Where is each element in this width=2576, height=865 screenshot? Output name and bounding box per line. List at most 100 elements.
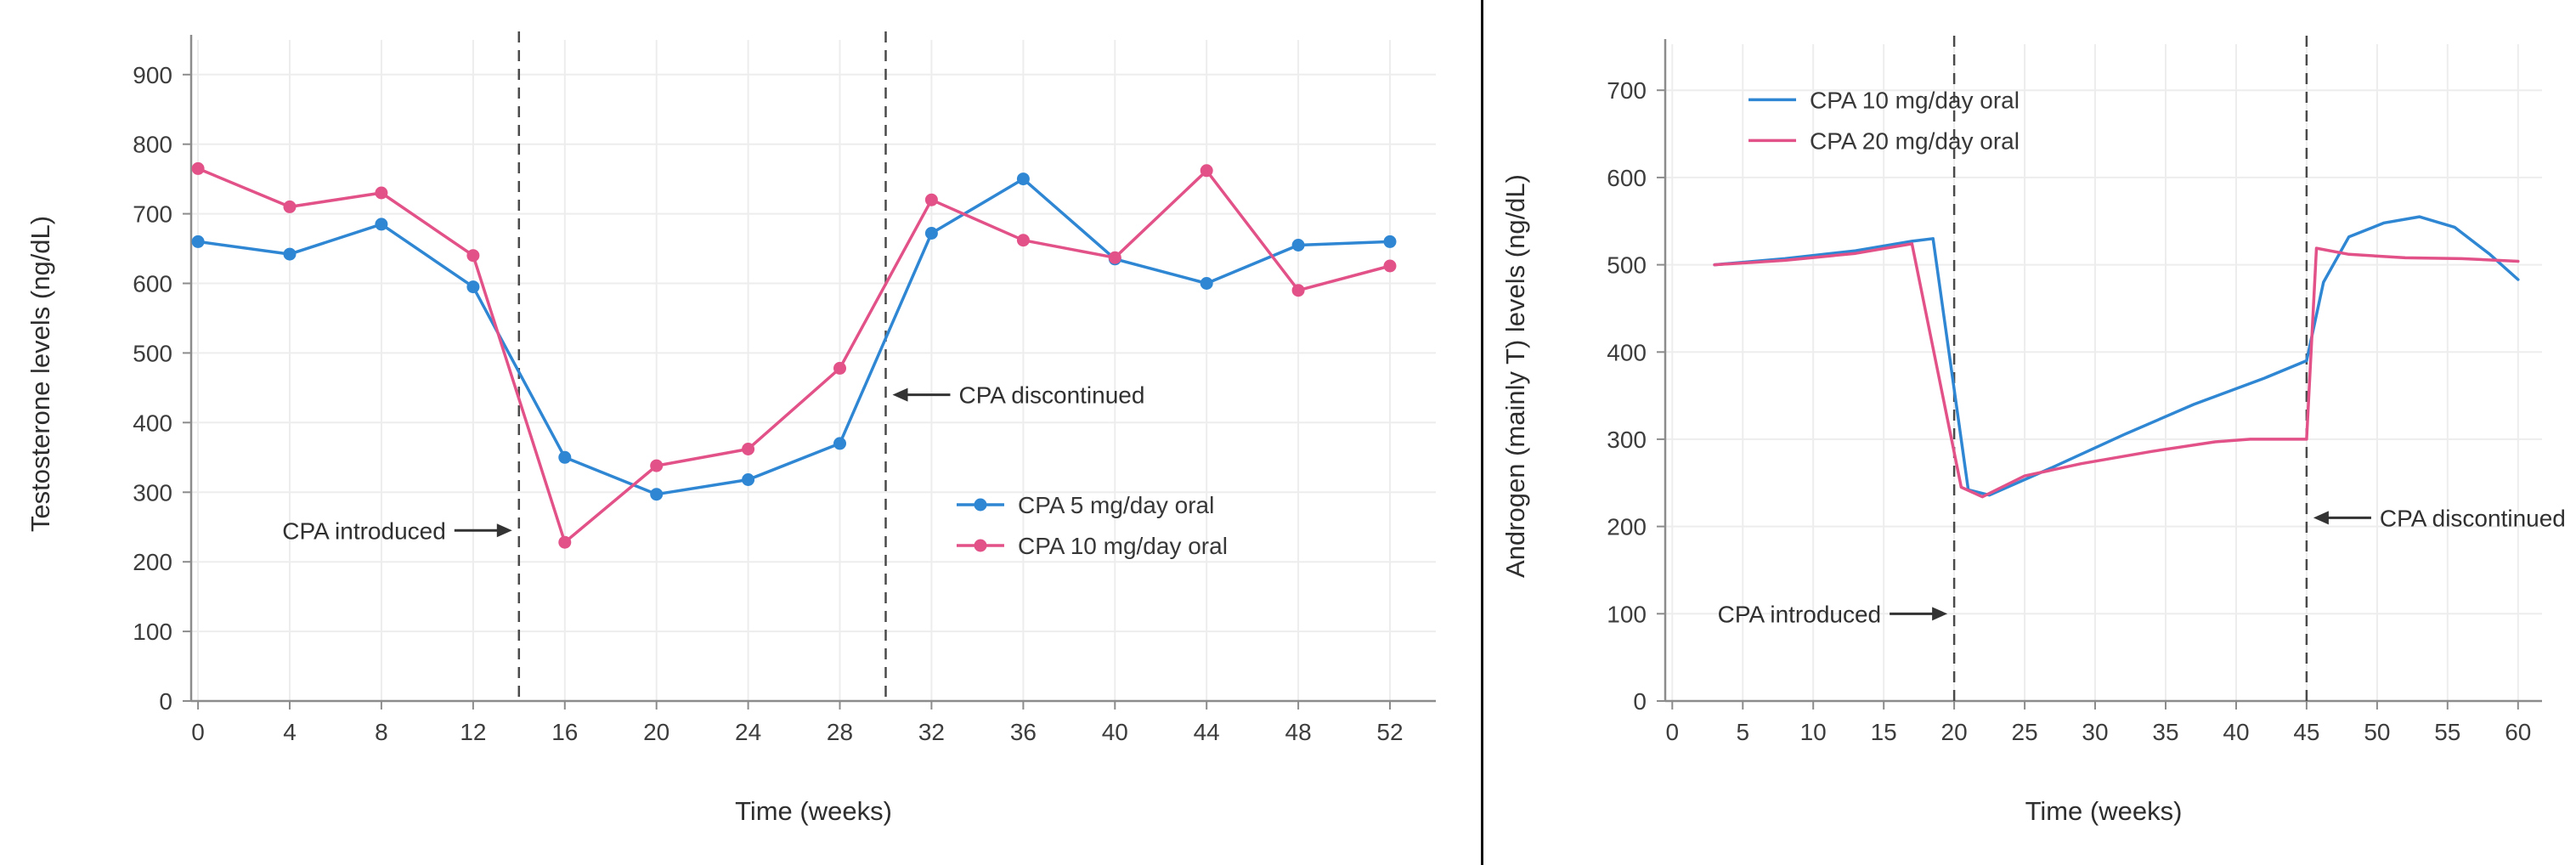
data-point — [924, 193, 938, 206]
legend-label: CPA 10 mg/day oral — [1018, 533, 1228, 559]
legend-label: CPA 10 mg/day oral — [1810, 87, 2020, 113]
x-axis-title: Time (weeks) — [735, 796, 892, 826]
tick-marks — [183, 73, 1391, 710]
x-tick-label: 15 — [1871, 719, 1897, 745]
y-axis-title: Testosterone levels (ng/dL) — [25, 216, 55, 532]
data-point — [1016, 234, 1030, 247]
series-cpa-5-mg-day-oral — [191, 172, 1397, 501]
data-point — [466, 249, 480, 263]
x-tick-label: 44 — [1194, 719, 1220, 745]
data-point — [1383, 259, 1397, 273]
y-tick-label: 900 — [133, 62, 172, 88]
x-tick-label: 28 — [827, 719, 853, 745]
legend-item-cpa-10-mg-day-oral: CPA 10 mg/day oral — [956, 533, 1228, 559]
data-point — [558, 535, 572, 549]
series-cpa-10-mg-day-oral — [1713, 215, 2520, 497]
x-tick-label: 48 — [1285, 719, 1312, 745]
x-tick-label: 8 — [375, 719, 388, 745]
x-tick-label: 30 — [2082, 719, 2108, 745]
x-tick-label: 52 — [1376, 719, 1403, 745]
testosterone-chart: 0 4 8 12 16 20 24 28 32 36 40 44 48 52010020030040050… — [25, 31, 1436, 826]
y-tick-label: 800 — [133, 132, 172, 158]
y-tick-label: 500 — [133, 340, 172, 366]
data-point — [283, 247, 297, 261]
gridlines — [191, 40, 1436, 702]
y-tick-label: 600 — [133, 271, 172, 297]
series-line — [196, 167, 1392, 544]
x-tick-label: 5 — [1737, 719, 1750, 745]
x-tick-label: 35 — [2152, 719, 2178, 745]
x-tick-label: 20 — [643, 719, 669, 745]
annotation-cpa-introduced: CPA introduced — [282, 517, 512, 544]
data-point — [283, 200, 297, 213]
data-point — [1291, 239, 1305, 252]
legend: CPA 10 mg/day oral CPA 20 mg/day oral — [1748, 87, 2020, 154]
x-tick-label: 60 — [2505, 719, 2531, 745]
data-point — [1200, 277, 1213, 290]
data-point — [650, 488, 664, 501]
y-tick-label: 600 — [1607, 165, 1647, 191]
data-point — [558, 450, 572, 464]
annotation-label: CPA discontinued — [958, 382, 1144, 409]
tick-labels: 0 4 8 12 16 20 24 28 32 36 40 44 48 52010020030040050… — [133, 62, 1403, 745]
data-point — [1108, 251, 1121, 264]
x-tick-label: 50 — [2364, 719, 2390, 745]
tick-labels: 0 5 10 15 20 25 30 35 40 45 50 55 600100200300400500… — [1607, 77, 2531, 745]
y-tick-label: 200 — [1607, 514, 1647, 540]
arrow-head-left — [892, 387, 908, 402]
axes — [189, 35, 1436, 703]
annotation-label: CPA discontinued — [2380, 505, 2566, 531]
data-point — [924, 227, 938, 240]
data-point — [742, 443, 755, 455]
x-tick-label: 0 — [191, 719, 205, 745]
x-tick-label: 36 — [1010, 719, 1037, 745]
legend-item-cpa-20-mg-day-oral: CPA 20 mg/day oral — [1748, 127, 2020, 154]
series-line — [196, 177, 1392, 496]
data-point — [833, 437, 846, 450]
data-point — [1383, 235, 1397, 248]
y-tick-label: 0 — [159, 688, 172, 715]
y-tick-label: 700 — [1607, 77, 1647, 104]
x-tick-label: 24 — [735, 719, 761, 745]
legend-marker-sample — [974, 498, 987, 512]
legend-item-cpa-5-mg-day-oral: CPA 5 mg/day oral — [956, 492, 1214, 518]
legend: CPA 5 mg/day oral CPA 10 mg/day oral — [956, 492, 1228, 559]
arrow-head-right — [1932, 607, 1948, 621]
data-point — [1291, 284, 1305, 297]
x-axis-title: Time (weeks) — [2025, 796, 2183, 826]
panel-divider — [1481, 0, 1483, 865]
androgen-chart: 0 5 10 15 20 25 30 35 40 45 50 55 600100200300400500… — [1500, 36, 2566, 826]
androgen-chart-panel: 0 5 10 15 20 25 30 35 40 45 50 55 60 0 100 200 300 400 500… — [1483, 0, 2576, 865]
y-tick-label: 0 — [1633, 688, 1647, 715]
x-tick-label: 0 — [1666, 719, 1680, 745]
x-tick-label: 16 — [551, 719, 578, 745]
data-point — [833, 361, 846, 375]
annotation-cpa-introduced: CPA introduced — [1718, 601, 1948, 627]
data-point — [375, 186, 388, 200]
series-line — [1713, 215, 2520, 497]
annotation-cpa-discontinued: CPA discontinued — [892, 382, 1144, 409]
data-point — [191, 161, 205, 175]
y-tick-label: 100 — [133, 619, 172, 645]
data-point — [466, 280, 480, 294]
tick-marks — [1657, 89, 2519, 710]
y-tick-label: 200 — [133, 549, 172, 575]
legend-marker-sample — [974, 539, 987, 552]
arrow-head-right — [496, 523, 512, 538]
x-tick-label: 55 — [2434, 719, 2460, 745]
annotation-cpa-discontinued: CPA discontinued — [2313, 505, 2566, 531]
y-tick-label: 100 — [1607, 601, 1647, 627]
y-axis-title: Androgen (mainly T) levels (ng/dL) — [1500, 174, 1530, 578]
data-point — [1016, 172, 1030, 186]
annotation-label: CPA introduced — [282, 517, 446, 544]
legend-label: CPA 20 mg/day oral — [1810, 127, 2020, 154]
axes — [1664, 39, 2542, 703]
arrow-head-left — [2313, 511, 2329, 525]
series-cpa-20-mg-day-oral — [1713, 242, 2520, 499]
x-tick-label: 4 — [283, 719, 297, 745]
annotation-label: CPA introduced — [1718, 601, 1882, 627]
data-point — [191, 235, 205, 248]
x-tick-label: 25 — [2012, 719, 2038, 745]
data-point — [742, 473, 755, 486]
